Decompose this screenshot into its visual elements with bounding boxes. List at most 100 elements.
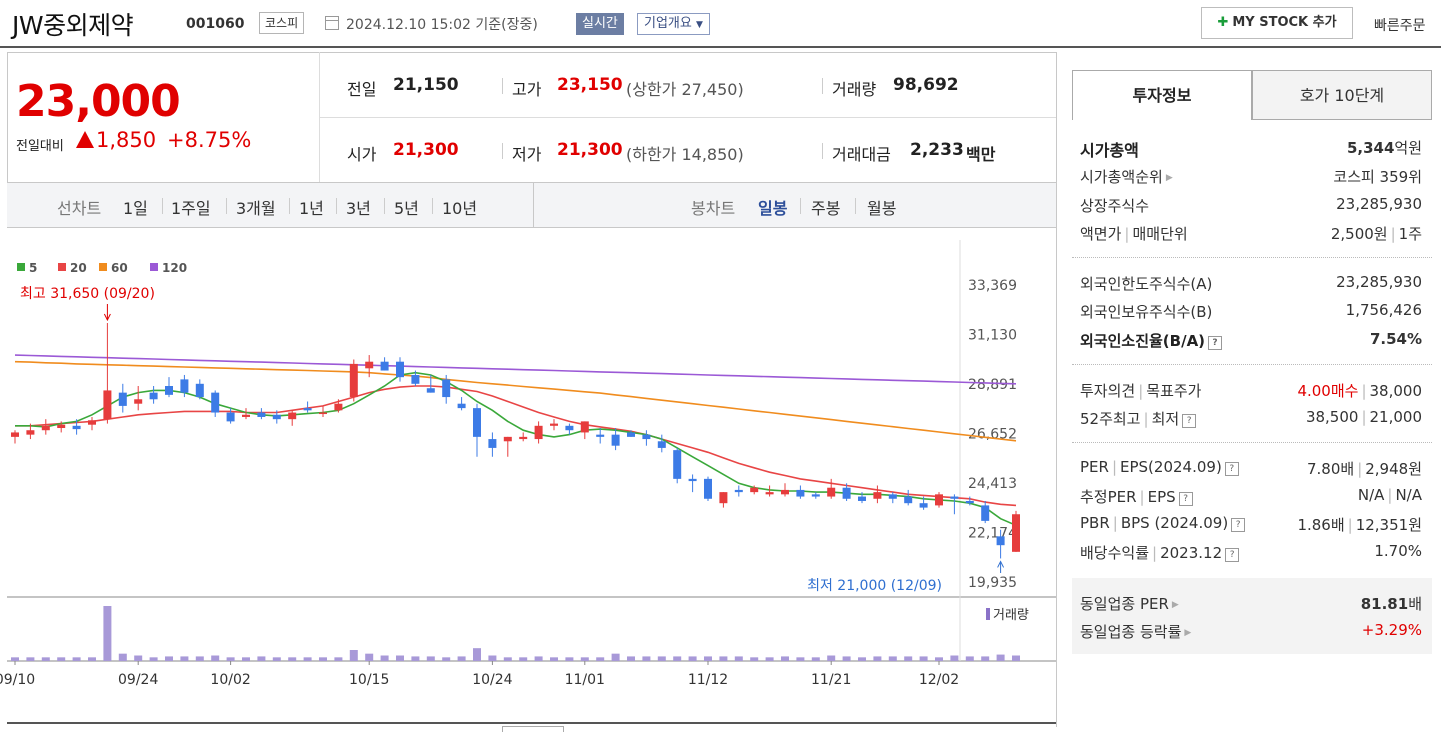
volume-bar	[26, 657, 35, 661]
price-change-pct: +8.75%	[167, 128, 252, 152]
volume-bar	[72, 657, 81, 661]
volume-bar	[195, 656, 204, 661]
candle-monthly[interactable]: 월봉	[867, 199, 897, 218]
help-icon[interactable]: ?	[1231, 518, 1246, 532]
help-icon[interactable]: ?	[1224, 462, 1239, 476]
market-cap-value: 5,344	[1346, 139, 1395, 157]
x-tick-label: 11/21	[811, 672, 851, 688]
foreign-ratio-label-group: 외국인소진율(B/A)?	[1080, 330, 1223, 351]
calendar-icon	[325, 16, 339, 30]
div-date: 2023.12	[1160, 544, 1223, 562]
volume-bar	[981, 656, 990, 661]
amount-value: 2,233	[910, 140, 964, 160]
per-labels: PER | EPS(2024.09)?	[1080, 458, 1239, 476]
volume-bar	[272, 657, 281, 661]
chevron-right-icon: ▶	[1184, 628, 1192, 638]
volume-bar	[627, 656, 635, 661]
help-icon[interactable]: ?	[1208, 336, 1223, 350]
bps-label: BPS (2024.09)	[1120, 514, 1229, 532]
candle-weekly[interactable]: 주봉	[811, 199, 841, 218]
period-1w[interactable]: 1주일	[171, 199, 211, 218]
unit-value: 1주	[1398, 225, 1422, 243]
volume-bar	[257, 656, 266, 661]
opinion-value: 4.00매수	[1297, 382, 1359, 400]
row-sector-rate: 동일업종 등락률 ▶ +3.29%	[1080, 621, 1422, 643]
volume-bar	[842, 656, 851, 661]
bps-value: 12,351원	[1355, 516, 1422, 534]
volume-bar	[996, 654, 1005, 661]
sector-rate-label: 동일업종 등락률	[1080, 623, 1182, 641]
sector-per-label-group[interactable]: 동일업종 PER ▶	[1080, 593, 1179, 614]
shares-label: 상장주식수	[1080, 197, 1150, 215]
candle-body	[303, 408, 312, 411]
volume-bar	[827, 655, 836, 661]
mystock-add-button[interactable]: ✚ MY STOCK 추가	[1201, 7, 1353, 39]
rank-label-group[interactable]: 시가총액순위 ▶	[1080, 166, 1173, 187]
candle-body	[165, 386, 173, 395]
chart-toggle-tab[interactable]	[502, 726, 564, 732]
period-10y[interactable]: 10년	[442, 199, 478, 218]
volume-bar	[442, 657, 451, 661]
volume-bar	[688, 656, 697, 661]
chevron-right-icon: ▶	[1165, 173, 1173, 183]
x-tick-label: 09/24	[118, 672, 158, 688]
upper-limit: (상한가 27,450)	[626, 80, 744, 99]
help-icon[interactable]: ?	[1182, 414, 1197, 428]
volume-bar	[365, 653, 374, 661]
volume-bar	[904, 656, 913, 661]
candle-body	[811, 494, 820, 497]
period-1y[interactable]: 1년	[299, 199, 324, 218]
tab-orderbook[interactable]: 호가 10단계	[1252, 70, 1432, 120]
x-tick-label: 10/24	[472, 672, 512, 688]
candle-body	[965, 500, 974, 504]
help-icon[interactable]: ?	[1225, 548, 1240, 562]
volume-bar	[134, 655, 143, 661]
volume-bar	[180, 656, 189, 661]
candle-body	[580, 421, 589, 433]
volume-bar	[242, 657, 250, 661]
est-eps-value: N/A	[1395, 486, 1422, 504]
row-foreign-ratio: 외국인소진율(B/A)? 7.54%	[1080, 330, 1422, 352]
corp-info-dropdown[interactable]: 기업개요 ▼	[637, 13, 710, 35]
target-value: 38,000	[1369, 382, 1423, 400]
period-3y[interactable]: 3년	[346, 199, 371, 218]
candle-body	[858, 496, 866, 501]
candle-body	[103, 390, 112, 420]
volume-bar	[411, 656, 420, 661]
price-chart[interactable]: 33,369 31,130 28,891 26,652 24,413 22,174 19,9…	[0, 240, 1060, 710]
volume-bar	[211, 655, 220, 661]
period-5y[interactable]: 5년	[394, 199, 419, 218]
volume-bar	[550, 657, 558, 661]
help-icon[interactable]: ?	[1178, 492, 1193, 506]
target-label: 목표주가	[1146, 382, 1202, 400]
quick-order-link[interactable]: 빠른주문	[1374, 18, 1426, 34]
est-eps-label: EPS	[1147, 488, 1176, 506]
legend-label: 5	[29, 261, 37, 275]
sector-rate-label-group[interactable]: 동일업종 등락률 ▶	[1080, 621, 1191, 642]
volume-bar	[965, 656, 974, 661]
est-per-label: 추정PER	[1080, 488, 1137, 506]
x-tick-label: 12/02	[919, 672, 959, 688]
sector-box	[1072, 578, 1432, 654]
tab-invest-info[interactable]: 투자정보	[1072, 70, 1252, 120]
mystock-label: MY STOCK 추가	[1232, 15, 1337, 30]
period-3m[interactable]: 3개월	[236, 199, 276, 218]
pbr-labels: PBR | BPS (2024.09)?	[1080, 514, 1246, 532]
volume-label: 거래량	[993, 608, 1029, 623]
volume-bar	[457, 656, 466, 661]
candle-daily[interactable]: 일봉	[758, 199, 788, 218]
opinion-labels: 투자의견 | 목표주가	[1080, 382, 1202, 400]
candle-body	[442, 379, 451, 398]
volume-bar	[41, 657, 50, 661]
volume-bar	[704, 656, 712, 661]
candle-body	[534, 425, 543, 440]
volume-bar	[226, 657, 235, 661]
candle-body	[642, 434, 651, 440]
face-unit-values: 2,500원 | 1주	[1330, 225, 1422, 243]
candle-body	[827, 487, 836, 497]
period-1d[interactable]: 1일	[123, 199, 148, 218]
realtime-button[interactable]: 실시간	[576, 13, 624, 35]
candle-body	[519, 436, 528, 440]
plus-icon: ✚	[1217, 15, 1229, 30]
row-face-unit: 액면가 | 매매단위 2,500원 | 1주	[1080, 223, 1422, 245]
